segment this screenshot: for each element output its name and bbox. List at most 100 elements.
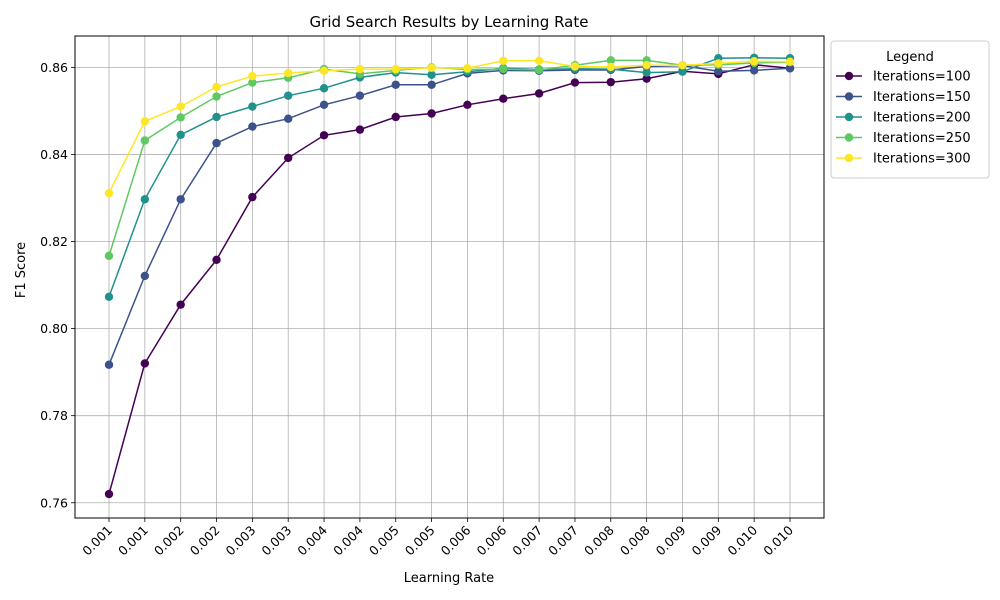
data-point xyxy=(176,113,185,122)
legend-label: Iterations=250 xyxy=(873,131,971,146)
series-iterations-100 xyxy=(104,60,795,499)
x-tick-label: 0.007 xyxy=(509,523,545,559)
data-point xyxy=(212,112,221,122)
x-tick-label: 0.008 xyxy=(617,522,653,558)
data-point xyxy=(606,56,615,65)
data-point xyxy=(248,122,257,131)
data-point xyxy=(212,92,221,101)
data-point xyxy=(319,84,329,93)
data-point xyxy=(212,255,221,265)
data-point xyxy=(140,359,150,368)
legend-marker xyxy=(844,133,854,142)
y-tick-label: 0.86 xyxy=(40,60,68,75)
data-point xyxy=(104,251,114,261)
legend-marker xyxy=(844,112,854,122)
legend-item: Iterations=150 xyxy=(836,90,971,105)
data-point xyxy=(212,138,221,148)
y-tick-label: 0.76 xyxy=(40,495,68,510)
data-point xyxy=(284,114,293,123)
x-tick-label: 0.009 xyxy=(653,522,689,558)
legend: Legend Iterations=100 Iterations=150 Itera… xyxy=(830,40,990,179)
x-tick-label: 0.010 xyxy=(724,522,760,558)
x-tick-label: 0.006 xyxy=(473,522,509,558)
data-point xyxy=(391,64,400,74)
data-point xyxy=(534,89,544,98)
legend-item: Iterations=100 xyxy=(836,70,971,85)
data-point xyxy=(642,74,651,83)
x-tick-label: 0.005 xyxy=(366,523,402,559)
data-point xyxy=(714,67,723,76)
data-point xyxy=(319,131,329,140)
data-point xyxy=(427,109,436,118)
x-tick-label: 0.006 xyxy=(438,522,474,558)
x-tick-label: 0.001 xyxy=(115,523,151,559)
data-point xyxy=(104,292,114,302)
y-tick-label: 0.82 xyxy=(40,234,68,249)
x-tick-label: 0.003 xyxy=(223,523,259,559)
data-point xyxy=(499,64,508,74)
series-iterations-300 xyxy=(104,56,795,198)
data-point xyxy=(248,192,257,202)
data-point xyxy=(749,66,759,75)
y-tick-label: 0.80 xyxy=(40,321,68,336)
data-point xyxy=(534,56,544,66)
x-tick-label: 0.005 xyxy=(402,523,438,559)
legend-item: Iterations=200 xyxy=(836,111,971,126)
legend-label: Iterations=200 xyxy=(873,111,971,126)
x-tick-label: 0.009 xyxy=(689,522,725,558)
plot-area xyxy=(74,35,825,519)
data-point xyxy=(284,91,293,100)
legend-label: Iterations=100 xyxy=(873,70,971,85)
data-point xyxy=(355,125,365,134)
series-line xyxy=(108,60,791,194)
data-point xyxy=(104,360,114,369)
data-point xyxy=(176,130,185,140)
data-point xyxy=(176,102,185,111)
data-point xyxy=(140,136,150,145)
chart-title: Grid Search Results by Learning Rate xyxy=(310,13,589,31)
data-point xyxy=(499,56,508,66)
data-point xyxy=(176,195,185,204)
legend-item: Iterations=300 xyxy=(836,152,971,167)
data-point xyxy=(463,100,472,109)
data-point xyxy=(104,188,114,198)
data-point xyxy=(642,60,651,70)
legend-marker xyxy=(844,153,854,163)
data-point xyxy=(319,100,329,109)
grid xyxy=(75,36,824,518)
data-point xyxy=(391,80,400,89)
data-point xyxy=(176,300,185,309)
data-point xyxy=(355,64,365,74)
x-tick-label: 0.007 xyxy=(545,523,581,559)
series-line xyxy=(108,63,791,495)
data-point xyxy=(785,64,795,73)
data-point xyxy=(427,80,436,89)
x-tick-label: 0.004 xyxy=(294,522,330,558)
x-tick-label: 0.003 xyxy=(258,523,294,559)
series-iterations-250 xyxy=(104,56,795,261)
data-point xyxy=(499,94,508,103)
data-point xyxy=(534,65,544,75)
legend-item: Iterations=250 xyxy=(836,131,971,146)
data-point xyxy=(104,489,114,499)
data-point xyxy=(248,71,257,81)
data-point xyxy=(427,63,436,72)
series-line xyxy=(108,64,791,365)
legend-marker xyxy=(844,71,854,81)
data-point xyxy=(606,62,615,72)
legend-title: Legend xyxy=(886,50,934,65)
x-tick-label: 0.008 xyxy=(581,522,617,558)
data-point xyxy=(140,117,150,126)
legend-frame xyxy=(830,40,990,179)
data-point xyxy=(642,68,651,77)
legend-label: Iterations=300 xyxy=(873,152,971,167)
series-line xyxy=(108,57,791,298)
data-point xyxy=(284,153,293,163)
data-point xyxy=(749,57,759,66)
data-point xyxy=(606,77,615,87)
data-point xyxy=(212,82,221,92)
data-point xyxy=(248,78,257,87)
x-tick-label: 0.010 xyxy=(760,522,796,558)
y-axis-label: F1 Score xyxy=(14,242,29,298)
